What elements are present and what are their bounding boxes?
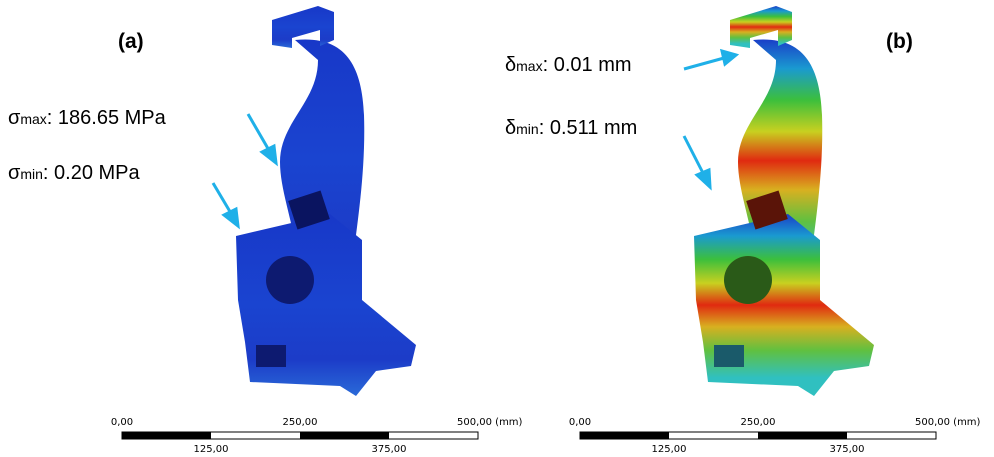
symbol: δ — [505, 117, 516, 139]
annotation: σmin: 0.20 MPa — [8, 162, 141, 184]
scale-label: 125,00 — [194, 444, 229, 455]
panel-label: (b) — [886, 30, 913, 53]
scale-label: 0,00 — [569, 417, 591, 428]
scale-label: 250,00 — [741, 417, 776, 428]
panel-label: (a) — [118, 30, 144, 53]
hole — [714, 345, 744, 367]
annotation-text: : 0.20 MPa — [43, 162, 141, 184]
symbol: σ — [8, 162, 21, 184]
symbol: δ — [505, 54, 516, 76]
part-model — [694, 6, 874, 396]
panel-b: (b) δmax: 0.01 mm δmin: 0.511 mm 0,00 25… — [505, 6, 981, 455]
scale-label: 375,00 — [372, 444, 407, 455]
scale-label: 250,00 — [283, 417, 318, 428]
subscript: max — [516, 58, 542, 74]
annotation-text: : 0.01 mm — [543, 54, 632, 76]
scale-label: 375,00 — [830, 444, 865, 455]
annotation: δmax: 0.01 mm — [505, 54, 632, 76]
hole — [724, 256, 772, 304]
scale-bar: 0,00 250,00 500,00 (mm) 125,00 375,00 — [111, 417, 523, 455]
subscript: min — [20, 166, 43, 182]
arrows — [213, 114, 276, 226]
arrows — [684, 51, 736, 187]
subscript: max — [20, 111, 46, 127]
hole — [256, 345, 286, 367]
hole — [266, 256, 314, 304]
annotation: δmin: 0.511 mm — [505, 117, 637, 139]
annotation-text: : 0.511 mm — [539, 117, 638, 139]
annotation: σmax: 186.65 MPa — [8, 107, 167, 129]
scale-label: 0,00 — [111, 417, 133, 428]
symbol: σ — [8, 107, 21, 129]
panel-a: (a) σmax: 186.65 MPa σmin: 0.20 MPa 0,00… — [8, 6, 523, 455]
part-model — [236, 6, 416, 396]
annotation-text: : 186.65 MPa — [47, 107, 167, 129]
scale-bar: 0,00 250,00 500,00 (mm) 125,00 375,00 — [569, 417, 981, 455]
figure: (a) σmax: 186.65 MPa σmin: 0.20 MPa 0,00… — [0, 0, 994, 457]
scale-label: 125,00 — [652, 444, 687, 455]
scale-label: 500,00 (mm) — [457, 417, 523, 428]
scale-label: 500,00 (mm) — [915, 417, 981, 428]
subscript: min — [516, 121, 539, 137]
